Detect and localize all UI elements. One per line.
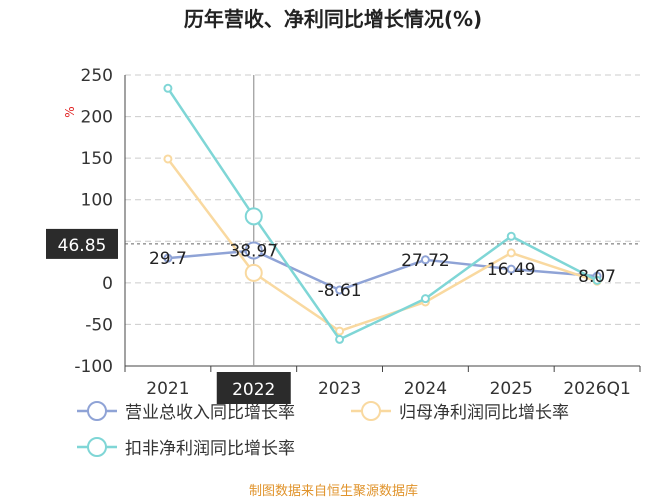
series-line — [166, 87, 598, 341]
series-point — [163, 83, 173, 93]
series-point — [420, 255, 430, 265]
x-tick-label: 2025 — [490, 379, 533, 399]
y-tick-label: 150 — [81, 149, 113, 169]
y-tick-label: 100 — [81, 191, 113, 211]
legend-label: 扣非净利润同比增长率 — [125, 439, 295, 459]
series-point — [244, 241, 263, 260]
series-point — [592, 275, 602, 285]
y-tick-label: -100 — [74, 357, 113, 377]
y-tick-label: 250 — [81, 66, 113, 86]
series-line — [166, 158, 598, 333]
data-label: 29.7 — [149, 249, 187, 269]
legend-item[interactable]: 扣非净利润同比增长率 — [77, 437, 295, 459]
x-tick-label: 2021 — [146, 379, 189, 399]
legend-item[interactable]: 归母净利润同比增长率 — [351, 401, 569, 423]
axes: 250200150100500-50-100202120232024202520… — [74, 66, 641, 399]
legend-swatch-marker — [87, 401, 107, 421]
data-label: 16.49 — [487, 260, 536, 280]
data-label: 27.72 — [401, 251, 450, 271]
data-label: 8.07 — [578, 267, 616, 287]
series-line — [167, 249, 598, 292]
legend-swatch-marker — [361, 401, 381, 421]
series-point — [244, 263, 263, 282]
crosshair-x-label: 2022 — [232, 380, 275, 400]
x-tick-label: 2024 — [404, 379, 447, 399]
data-labels: 29.7 38.97 -8.61 27.72 16.49 8.07 — [149, 241, 616, 301]
crosshair-y-label: 46.85 — [58, 236, 107, 256]
series-point — [335, 285, 345, 295]
series-point — [163, 253, 173, 263]
y-tick-label: 0 — [102, 274, 113, 294]
grid — [125, 74, 640, 367]
series-point — [163, 154, 173, 164]
series-point — [506, 264, 516, 274]
legend-label: 营业总收入同比增长率 — [125, 403, 295, 423]
data-label: 38.97 — [229, 241, 278, 261]
source-note: 制图数据来自恒生聚源数据库 — [248, 484, 418, 499]
series — [163, 83, 602, 344]
series-point — [244, 207, 263, 226]
y-tick-label: -50 — [85, 315, 113, 335]
legend-item[interactable]: 营业总收入同比增长率 — [77, 401, 295, 423]
series-point — [506, 231, 516, 241]
legend-label: 归母净利润同比增长率 — [399, 403, 569, 423]
series-point — [420, 294, 430, 304]
chart-title: 历年营收、净利同比增长情况(%) — [184, 7, 482, 31]
y-unit-label: % — [63, 106, 77, 117]
crosshair: 46.85 2022 — [46, 75, 640, 404]
legend-swatch-marker — [87, 437, 107, 457]
x-tick-label: 2026Q1 — [563, 379, 630, 399]
crosshair-x-label-box — [216, 372, 291, 404]
y-tick-label: 200 — [81, 108, 113, 128]
data-label: -8.61 — [318, 281, 362, 301]
x-tick-label: 2023 — [318, 379, 361, 399]
series-point — [506, 248, 516, 258]
crosshair-y-label-box — [46, 228, 118, 259]
series-point — [335, 334, 345, 344]
series-point — [335, 326, 345, 336]
